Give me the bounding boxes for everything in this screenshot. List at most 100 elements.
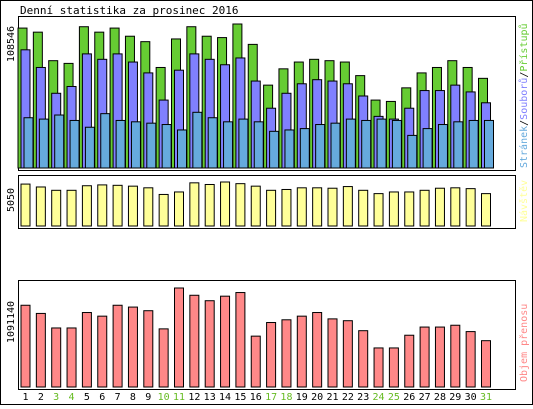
y-max-label: 1091140 (6, 301, 17, 343)
x-tick-label-day-28: 28 (434, 392, 446, 403)
bar-Stránek-day-25 (391, 119, 402, 169)
bar-Objem přenosu-day-29 (450, 324, 461, 388)
bar-Objem přenosu-day-4 (66, 327, 77, 388)
y-max-label: 5050 (6, 188, 17, 212)
series-label: Stránek (518, 126, 530, 168)
series-label: Přístupů (518, 23, 530, 71)
bar-Objem přenosu-day-16 (250, 335, 261, 388)
x-tick-label-day-25: 25 (388, 392, 400, 403)
bar-Návštěv-day-31 (481, 193, 491, 227)
bar-Objem přenosu-day-27 (419, 326, 430, 388)
bar-Návštěv-day-21 (327, 187, 338, 227)
bar-Stránek-day-3 (54, 114, 65, 169)
bar-Objem přenosu-day-13 (204, 300, 215, 388)
bar-Návštěv-day-24 (373, 193, 384, 227)
bar-Objem přenosu-day-19 (296, 315, 307, 388)
bar-Objem přenosu-day-31 (481, 340, 491, 388)
bar-Stránek-day-11 (177, 129, 187, 169)
bar-Návštěv-day-10 (158, 193, 169, 227)
x-tick-label-day-6: 6 (99, 392, 105, 403)
x-tick-label-day-15: 15 (234, 392, 246, 403)
chart-title: Denní statistika za prosinec 2016 (20, 4, 239, 17)
bar-Návštěv-day-13 (204, 183, 215, 227)
x-tick-label-day-21: 21 (326, 392, 338, 403)
x-tick-label-day-9: 9 (145, 392, 151, 403)
x-tick-label-day-27: 27 (419, 392, 431, 403)
x-tick-label-day-20: 20 (311, 392, 323, 403)
bar-Stránek-day-19 (299, 128, 310, 169)
series-label: Objem přenosu (518, 304, 530, 382)
bar-Návštěv-day-23 (358, 189, 369, 227)
bar-Návštěv-day-22 (342, 186, 353, 227)
bar-Objem přenosu-day-25 (388, 347, 399, 388)
series-label-group: Stránek/Souborů/Přístupů (518, 23, 530, 168)
bar-Návštěv-day-16 (250, 185, 261, 227)
bar-Objem přenosu-day-1 (20, 304, 31, 388)
x-tick-label-day-23: 23 (357, 392, 369, 403)
y-max-label: 108546 (6, 26, 17, 62)
bar-Objem přenosu-day-22 (342, 320, 353, 388)
bar-Stránek-day-20 (315, 124, 326, 169)
bar-Stránek-day-18 (284, 129, 295, 169)
x-tick-label-day-30: 30 (465, 392, 477, 403)
bar-Stránek-day-1 (23, 117, 34, 169)
x-tick-label-day-4: 4 (69, 392, 75, 403)
bar-Návštěv-day-1 (20, 183, 31, 227)
x-tick-label-day-11: 11 (173, 392, 185, 403)
bar-Návštěv-day-4 (66, 189, 77, 227)
x-tick-label-day-17: 17 (265, 392, 277, 403)
x-tick-label-day-2: 2 (38, 392, 44, 403)
bar-Stránek-day-23 (361, 119, 372, 169)
bar-Návštěv-day-30 (465, 188, 476, 227)
bar-Stránek-day-4 (69, 119, 80, 169)
bar-Objem přenosu-day-5 (81, 312, 92, 388)
bar-Návštěv-day-19 (296, 187, 307, 227)
bar-Návštěv-day-20 (312, 187, 323, 227)
x-tick-label-day-19: 19 (296, 392, 308, 403)
bar-Návštěv-day-27 (419, 189, 430, 227)
bar-Objem přenosu-day-10 (158, 328, 169, 388)
bar-Objem přenosu-day-21 (327, 318, 338, 388)
bar-Návštěv-day-15 (235, 183, 246, 227)
bar-Objem přenosu-day-20 (312, 312, 323, 388)
bar-Návštěv-day-14 (220, 181, 231, 227)
bar-Stránek-day-5 (84, 126, 95, 169)
bar-Stránek-day-2 (38, 118, 49, 169)
bar-Stránek-day-13 (207, 117, 218, 169)
bar-Stránek-day-26 (407, 134, 418, 169)
series-label-group: Objem přenosu (518, 304, 530, 382)
bar-Objem přenosu-day-8 (127, 306, 138, 388)
x-tick-label-day-22: 22 (342, 392, 354, 403)
bar-Stránek-day-7 (115, 119, 126, 169)
bar-Objem přenosu-day-12 (189, 294, 200, 388)
x-tick-label-day-1: 1 (22, 392, 28, 403)
bar-Stránek-day-15 (238, 118, 249, 169)
bar-Objem přenosu-day-18 (281, 319, 292, 388)
bar-Návštěv-day-3 (51, 189, 62, 227)
bar-Objem přenosu-day-9 (143, 310, 154, 388)
bar-Stránek-day-22 (345, 118, 356, 169)
bar-Návštěv-day-26 (404, 191, 415, 227)
x-tick-label-day-16: 16 (250, 392, 262, 403)
series-label-separator: / (519, 72, 530, 78)
x-tick-label-day-8: 8 (130, 392, 136, 403)
bar-Stránek-day-14 (223, 121, 234, 169)
bar-Stránek-day-28 (437, 124, 448, 169)
bar-Objem přenosu-day-28 (434, 326, 445, 388)
series-label-separator: / (519, 120, 530, 126)
bar-Návštěv-day-18 (281, 188, 292, 227)
x-tick-label-day-10: 10 (158, 392, 170, 403)
series-label: Návštěv (518, 180, 530, 222)
bar-Návštěv-day-12 (189, 182, 200, 227)
x-tick-label-day-26: 26 (403, 392, 415, 403)
bar-Stránek-day-12 (192, 111, 203, 169)
bar-Návštěv-day-28 (434, 187, 445, 227)
series-label: Souborů (518, 78, 530, 120)
panel-frame-3 (18, 280, 516, 390)
bar-Návštěv-day-9 (143, 187, 154, 227)
bar-Objem přenosu-day-17 (266, 322, 277, 388)
bar-Objem přenosu-day-23 (358, 330, 369, 388)
bar-Objem přenosu-day-30 (465, 331, 476, 388)
x-tick-label-day-31: 31 (480, 392, 492, 403)
